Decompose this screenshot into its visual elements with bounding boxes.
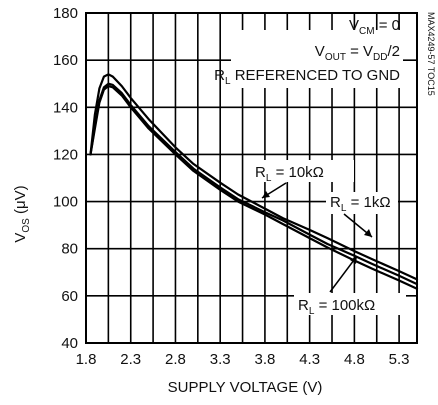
x-tick-label: 4.3: [299, 351, 320, 368]
x-tick-label: 2.8: [165, 351, 186, 368]
y-tick-label: 60: [61, 288, 78, 305]
y-tick-label: 140: [53, 99, 78, 116]
y-axis-title: VOS (μV): [12, 185, 32, 242]
conditions-background: [231, 30, 403, 88]
arrow-rl-100k: [329, 255, 358, 293]
y-tick-labels: 40 60 80 100 120 140 160 180: [53, 5, 78, 352]
arrowhead-rl-100k: [350, 256, 357, 264]
label-rl-100k: RL = 100kΩ: [294, 255, 406, 317]
arrowhead-rl-10k: [262, 191, 270, 198]
x-tick-label: 3.3: [210, 351, 231, 368]
y-axis-title-unit: (μV): [12, 185, 29, 218]
svg-text:RL = 100kΩ: RL = 100kΩ: [298, 297, 375, 317]
x-axis-title: SUPPLY VOLTAGE (V): [168, 379, 323, 396]
label-rl-10k: RL = 10kΩ: [252, 160, 354, 199]
conditions-annotation: VCM = 0 VOUT = VDD/2 RL REFERENCED TO GN…: [214, 17, 403, 88]
x-tick-label: 5.3: [389, 351, 410, 368]
series-line-rl-1k: [89, 82, 419, 286]
condition-vcm: VCM = 0: [349, 17, 400, 37]
y-tick-label: 160: [53, 52, 78, 69]
y-tick-label: 100: [53, 194, 78, 211]
y-axis-title-main: V: [12, 233, 29, 243]
condition-vout: VOUT = VDD/2: [315, 43, 400, 63]
svg-text:RL = 1kΩ: RL = 1kΩ: [330, 194, 391, 214]
y-axis-title-sub: OS: [21, 218, 32, 233]
y-tick-label: 180: [53, 5, 78, 22]
plot-frame: [85, 12, 418, 344]
series-line-rl-10k: [89, 73, 419, 281]
svg-text:RL = 10kΩ: RL = 10kΩ: [255, 164, 324, 184]
y-tick-label: 40: [61, 335, 78, 352]
label-rl-1k: RL = 1kΩ: [326, 192, 398, 238]
x-tick-label: 4.8: [344, 351, 365, 368]
x-tick-label: 1.8: [76, 351, 97, 368]
side-label: MAX4249-57 TOC15: [426, 12, 436, 96]
x-tick-label: 3.8: [254, 351, 275, 368]
series-line-rl-100k: [89, 85, 419, 290]
series-layer: [89, 73, 419, 290]
x-tick-label: 2.3: [120, 351, 141, 368]
x-tick-labels: 1.8 2.3 2.8 3.3 3.8 4.3 4.8 5.3: [76, 351, 410, 368]
arrowhead-rl-1k: [364, 229, 372, 237]
condition-rl: RL REFERENCED TO GND: [214, 67, 400, 87]
y-tick-label: 120: [53, 146, 78, 163]
y-tick-label: 80: [61, 241, 78, 258]
